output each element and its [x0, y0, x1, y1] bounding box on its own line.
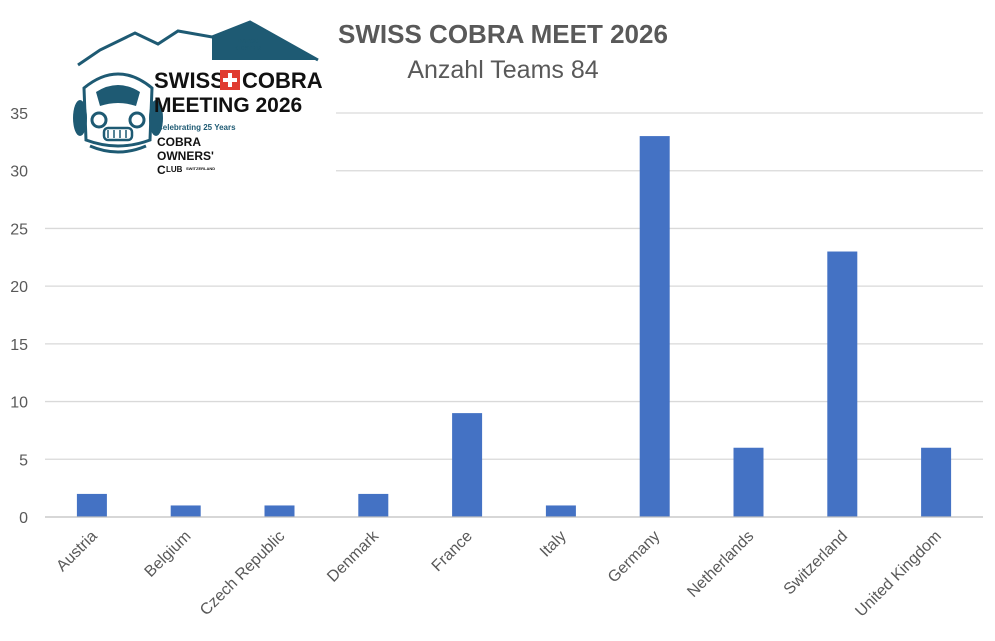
swiss-cross-icon — [220, 70, 240, 90]
x-tick-label: France — [429, 528, 476, 575]
logo-club-owners: OWNERS' — [157, 149, 214, 163]
y-tick-label: 20 — [10, 279, 28, 296]
chart-title: SWISS COBRA MEET 2026 — [338, 19, 668, 49]
logo-tagline: Celebrating 25 Years — [157, 123, 236, 132]
x-tick-label: Denmark — [324, 527, 383, 586]
logo-club-switzerland: SWITZERLAND — [186, 166, 215, 171]
chart-subtitle: Anzahl Teams 84 — [407, 56, 598, 84]
badge-klosters: KLOSTERS — [234, 46, 262, 52]
y-tick-label: 5 — [19, 452, 28, 469]
logo-club-lub: LUB — [166, 165, 183, 174]
y-tick-label: 35 — [10, 106, 28, 123]
x-tick-label: Czech Republic — [197, 528, 288, 619]
y-tick-label: 15 — [10, 337, 28, 354]
y-tick-label: 30 — [10, 164, 28, 181]
logo-meeting: MEETING 2026 — [154, 94, 302, 117]
y-tick-label: 10 — [10, 395, 28, 412]
cobra-car-icon — [73, 72, 163, 154]
bar-italy — [545, 505, 576, 517]
bar-belgium — [170, 505, 201, 517]
bar-germany — [639, 136, 670, 518]
y-tick-label: 0 — [19, 510, 28, 527]
logo-club-cobra: COBRA — [157, 135, 201, 149]
badge-davos: DAVOS — [238, 39, 259, 45]
y-tick-label: 25 — [10, 221, 28, 238]
bar-switzerland — [827, 251, 858, 517]
x-tick-label: Netherlands — [684, 528, 757, 601]
bar-netherlands — [733, 447, 764, 517]
mountain-peak-shape — [212, 22, 318, 60]
x-tick-label: Belgium — [142, 528, 195, 581]
bar-france — [452, 413, 483, 517]
logo-cobra: COBRA — [242, 68, 323, 93]
logo-swiss: SWISS — [154, 68, 225, 93]
x-tick-label: Germany — [605, 528, 664, 587]
bar-denmark — [358, 493, 389, 517]
x-axis-labels: Austria Belgium Czech Republic Denmark Franc… — [53, 527, 944, 620]
swiss-cobra-meeting-logo: DAVOS KLOSTERS SWISS COBRA MEETING 2026 … — [40, 20, 336, 180]
logo-club-c: C — [157, 163, 166, 177]
bar-austria — [76, 493, 107, 517]
bars — [76, 136, 952, 518]
x-tick-label: Switzerland — [781, 528, 852, 599]
x-tick-label: Austria — [53, 528, 100, 575]
y-axis-ticks: 0 5 10 15 20 25 30 35 — [10, 106, 28, 527]
bar-czech-republic — [264, 505, 295, 517]
bar-united-kingdom — [921, 447, 952, 517]
x-tick-label: United Kingdom — [852, 528, 945, 621]
x-tick-label: Italy — [537, 528, 570, 561]
